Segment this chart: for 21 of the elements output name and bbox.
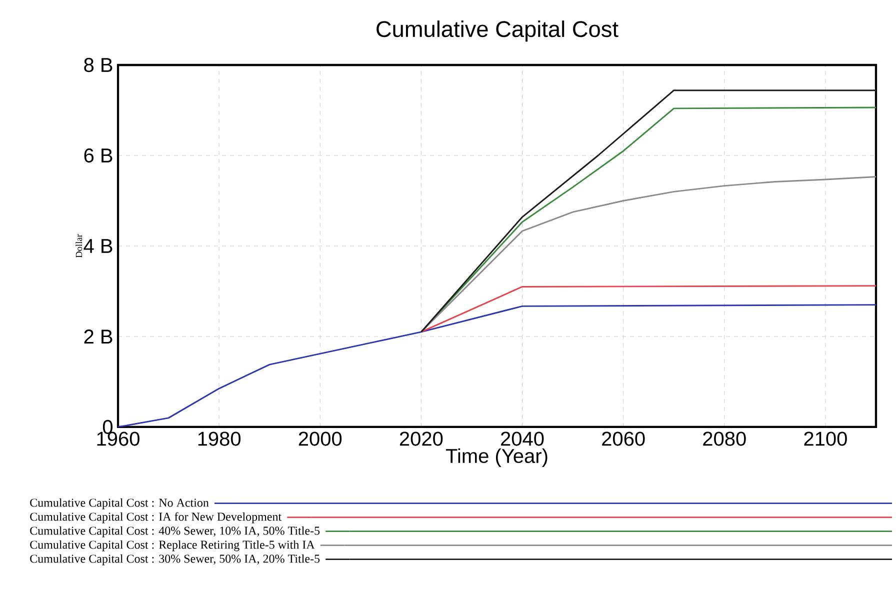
legend-label: Cumulative Capital Cost : 40% Sewer, 10% IA, 50% Title-5 <box>30 526 320 538</box>
legend-label: Cumulative Capital Cost : 30% Sewer, 50% IA, 20% Title-5 <box>30 554 320 566</box>
legend-label: Cumulative Capital Cost : No Action <box>30 498 209 510</box>
x-tick-label: 1960 <box>97 432 140 446</box>
y-axis-title: Dollar <box>76 234 82 258</box>
legend-label: Cumulative Capital Cost : IA for New Development <box>30 512 282 524</box>
x-axis-title: Time (Year) <box>446 448 548 467</box>
y-tick-label: 6 B <box>84 148 112 163</box>
x-tick-label: 2060 <box>602 432 645 446</box>
y-tick-label: 4 B <box>84 239 112 253</box>
y-tick-label: 0 <box>102 420 113 434</box>
y-tick-label: 2 B <box>84 330 112 344</box>
x-tick-label: 2100 <box>804 432 847 446</box>
x-tick-label: 2000 <box>298 432 342 446</box>
x-tick-label: 2040 <box>501 432 544 446</box>
x-tick-label: 2020 <box>400 432 443 446</box>
chart-title: Cumulative Capital Cost <box>376 20 618 42</box>
x-tick-label: 1980 <box>198 432 241 446</box>
y-tick-label: 8 B <box>84 58 112 72</box>
x-tick-label: 2080 <box>703 432 746 446</box>
legend-label: Cumulative Capital Cost : Replace Retiring Title-5 with IA <box>30 540 315 552</box>
